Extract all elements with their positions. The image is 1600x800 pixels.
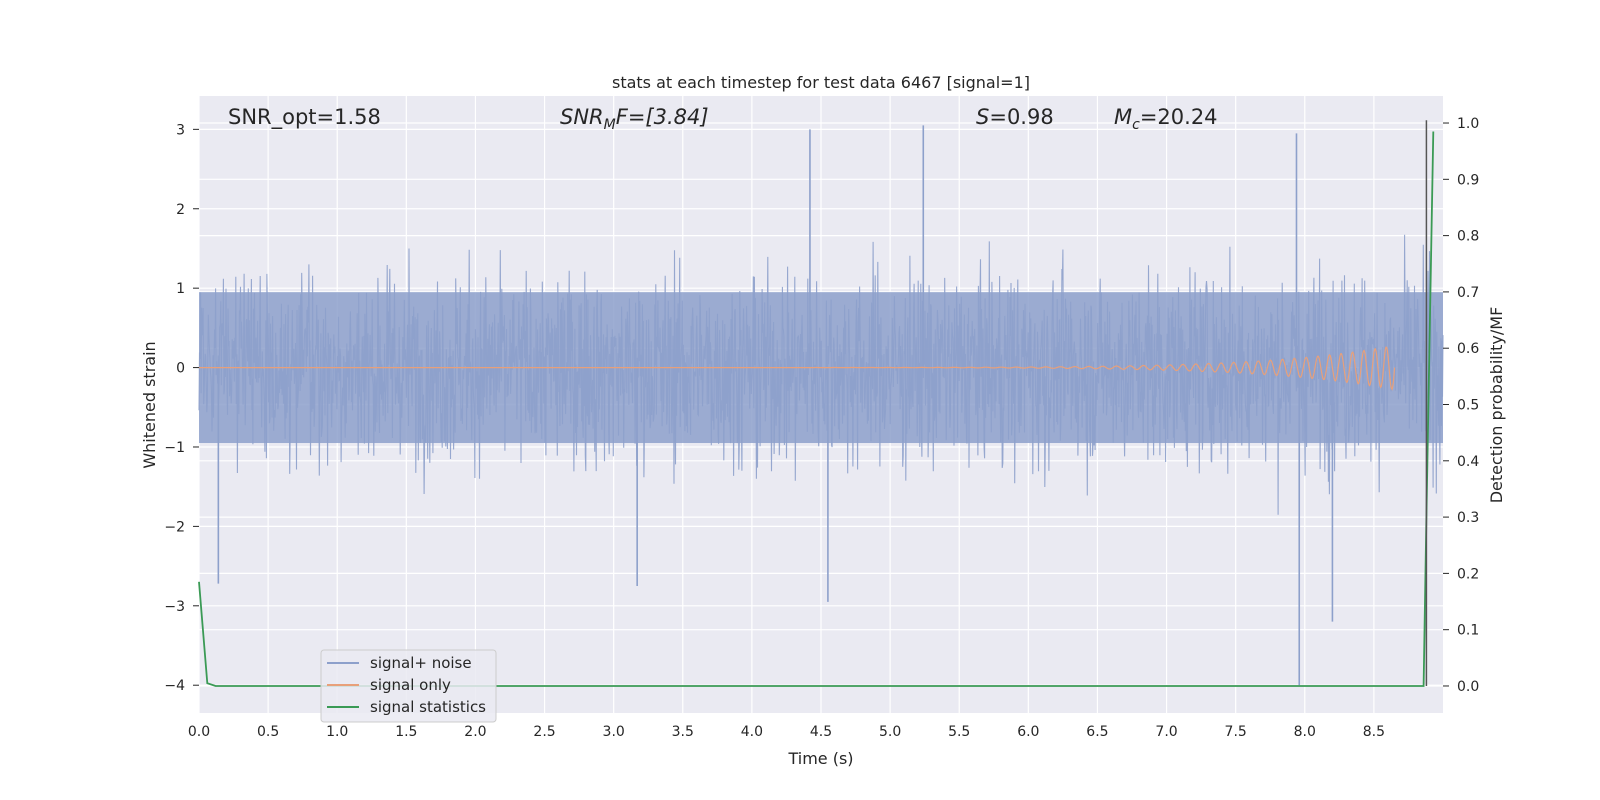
x-tick-label: 6.5 (1086, 724, 1108, 740)
x-tick-label: 1.5 (395, 724, 417, 740)
x-tick-label: 2.0 (464, 724, 486, 740)
x-tick-label: 6.0 (1017, 724, 1039, 740)
y-right-tick-label: 0.8 (1457, 229, 1479, 245)
x-tick-label: 4.0 (741, 724, 763, 740)
legend-box (320, 649, 497, 723)
x-tick-label: 0.5 (257, 724, 279, 740)
x-tick-label: 7.5 (1225, 724, 1247, 740)
signal-only-series (199, 346, 1396, 391)
y-right-tick-label: 0.6 (1457, 341, 1479, 357)
x-tick-label: 8.5 (1363, 724, 1385, 740)
y-right-tick-label: 0.7 (1457, 285, 1479, 301)
y-right-axis-ticks: 0.0 0.1 0.2 0.3 0.4 0.5 0.6 0.7 0.8 0.9 1.0 (1443, 116, 1479, 695)
s-italic: S (976, 105, 989, 129)
y-right-tick-label: 0.1 (1457, 623, 1479, 639)
y-right-axis-label: Detection probability/MF (1487, 307, 1506, 504)
y-right-tick-label: 0.9 (1457, 172, 1479, 188)
y-right-tick-label: 1.0 (1457, 116, 1479, 132)
x-tick-label: 7.0 (1155, 724, 1177, 740)
legend-label-signal-noise: signal+ noise (370, 654, 472, 672)
annotation-snr-opt: SNR_opt=1.58 (228, 105, 381, 130)
x-tick-label: 4.5 (810, 724, 832, 740)
y-right-tick-label: 0.5 (1457, 398, 1479, 414)
legend-label-signal-only: signal only (370, 676, 451, 694)
y-left-tick-label: −3 (164, 599, 185, 615)
y-right-tick-label: 0.4 (1457, 454, 1479, 470)
x-tick-label: 5.0 (879, 724, 901, 740)
x-tick-label: 2.5 (533, 724, 555, 740)
y-left-tick-label: 0 (176, 361, 185, 377)
y-left-axis-ticks: −4 −3 −2 −1 0 1 2 3 (164, 122, 199, 694)
x-tick-label: 1.0 (326, 724, 348, 740)
x-tick-label: 3.5 (672, 724, 694, 740)
x-axis-ticks: 0.0 0.5 1.0 1.5 2.0 2.5 3.0 3.5 4.0 4.5 5.0 5.5 6.0 6… (188, 724, 1385, 740)
y-left-axis-label: Whitened strain (140, 341, 159, 468)
mc-sub: c (1132, 117, 1140, 133)
y-left-tick-label: 1 (176, 281, 185, 297)
y-left-tick-label: −1 (164, 440, 185, 456)
mc-rest: =20.24 (1140, 105, 1218, 129)
annotation-mc: Mc=20.24 (1114, 105, 1218, 133)
chart-title: stats at each timestep for test data 646… (612, 73, 1030, 92)
annotation-snr-mf: SNRMF=[3.84] (560, 105, 709, 133)
legend: signal+ noise signal only signal statist… (320, 649, 497, 723)
y-left-tick-label: −2 (164, 519, 185, 535)
y-right-tick-label: 0.3 (1457, 510, 1479, 526)
snr-mf-sub: M (604, 117, 616, 133)
y-left-tick-label: 3 (176, 122, 185, 138)
annotation-s: S=0.98 (976, 105, 1054, 129)
y-right-tick-label: 0.0 (1457, 679, 1479, 695)
signal-statistics-line (198, 131, 1435, 687)
s-rest: =0.98 (989, 105, 1053, 129)
x-tick-label: 0.0 (188, 724, 210, 740)
y-left-tick-label: 2 (176, 202, 185, 218)
x-tick-label: 8.0 (1294, 724, 1316, 740)
x-tick-label: 5.5 (948, 724, 970, 740)
y-right-tick-label: 0.2 (1457, 566, 1479, 582)
legend-label-signal-statistics: signal statistics (370, 698, 486, 716)
x-tick-label: 3.0 (603, 724, 625, 740)
snr-mf-base: SNR (560, 105, 604, 129)
signal-only-line (199, 346, 1396, 391)
y-left-tick-label: −4 (164, 678, 185, 694)
mc-base: M (1114, 105, 1132, 129)
signal-statistics-series (198, 120, 1435, 687)
x-axis-label: Time (s) (787, 749, 853, 768)
snr-mf-rest-f: F=[3.84] (616, 105, 709, 129)
